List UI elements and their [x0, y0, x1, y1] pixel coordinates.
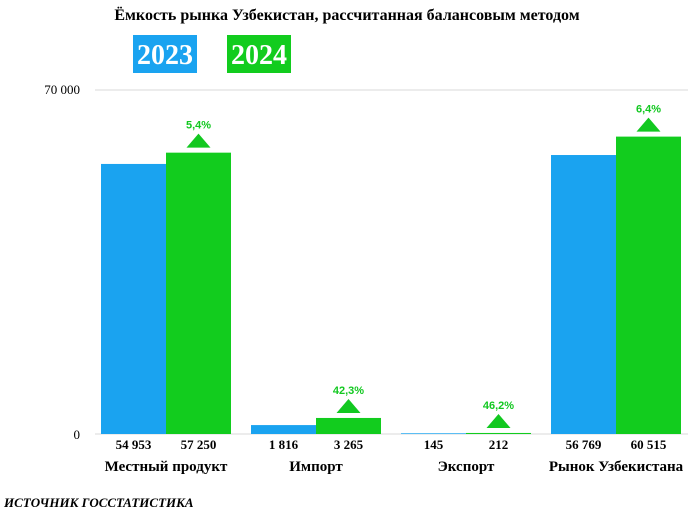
growth-label-export: 46,2% — [483, 400, 514, 412]
bar-2024-rynok — [616, 136, 681, 434]
growth-arrow-icon — [336, 398, 361, 413]
growth-arrow-icon — [636, 117, 661, 132]
growth-label-rynok: 6,4% — [636, 104, 661, 116]
bar-2024-export — [466, 432, 531, 434]
growth-label-import: 42,3% — [333, 385, 364, 397]
value-label-2024-export: 212 — [489, 437, 509, 452]
value-label-2024-rynok: 60 515 — [631, 437, 667, 452]
category-label-export: Экспорт — [438, 459, 495, 475]
bar-2023-rynok — [551, 155, 616, 434]
value-label-2024-mestny-produkt: 57 250 — [181, 437, 217, 452]
value-label-2024-import: 3 265 — [334, 437, 364, 452]
bar-2023-export — [401, 433, 466, 434]
bar-2023-mestny-produkt — [101, 163, 166, 434]
value-label-2023-mestny-produkt: 54 953 — [116, 437, 152, 452]
value-label-2023-import: 1 816 — [269, 437, 299, 452]
legend-label-2023: 2023 — [137, 40, 193, 71]
bar-2023-import — [251, 425, 316, 434]
value-label-2023-rynok: 56 769 — [566, 437, 602, 452]
source-note: ИСТОЧНИК ГОССТАТИСТИКА — [3, 495, 194, 510]
y-tick-label: 70 000 — [44, 82, 80, 97]
legend-label-2024: 2024 — [231, 40, 287, 71]
legend-swatch-2023 — [133, 35, 197, 73]
legend-swatch-2024 — [227, 35, 291, 73]
growth-arrow-icon — [486, 413, 511, 428]
bar-2024-import — [316, 417, 381, 434]
bar-2024-mestny-produkt — [166, 152, 231, 434]
category-label-mestny-produkt: Местный продукт — [105, 459, 228, 475]
bars-group: 54 953 57 250 5,4% Местный продукт 1 816 3 26… — [101, 104, 684, 475]
legend: 2023 2024 — [133, 35, 291, 73]
chart-title: Ёмкость рынка Узбекистан, рассчитанная б… — [114, 6, 579, 24]
y-tick-label: 0 — [74, 427, 81, 442]
category-label-rynok: Рынок Узбекистана — [549, 459, 684, 475]
category-label-import: Импорт — [289, 459, 343, 475]
growth-arrow-icon — [186, 133, 211, 148]
growth-label-mestny-produkt: 5,4% — [186, 120, 211, 132]
value-label-2023-export: 145 — [424, 437, 444, 452]
